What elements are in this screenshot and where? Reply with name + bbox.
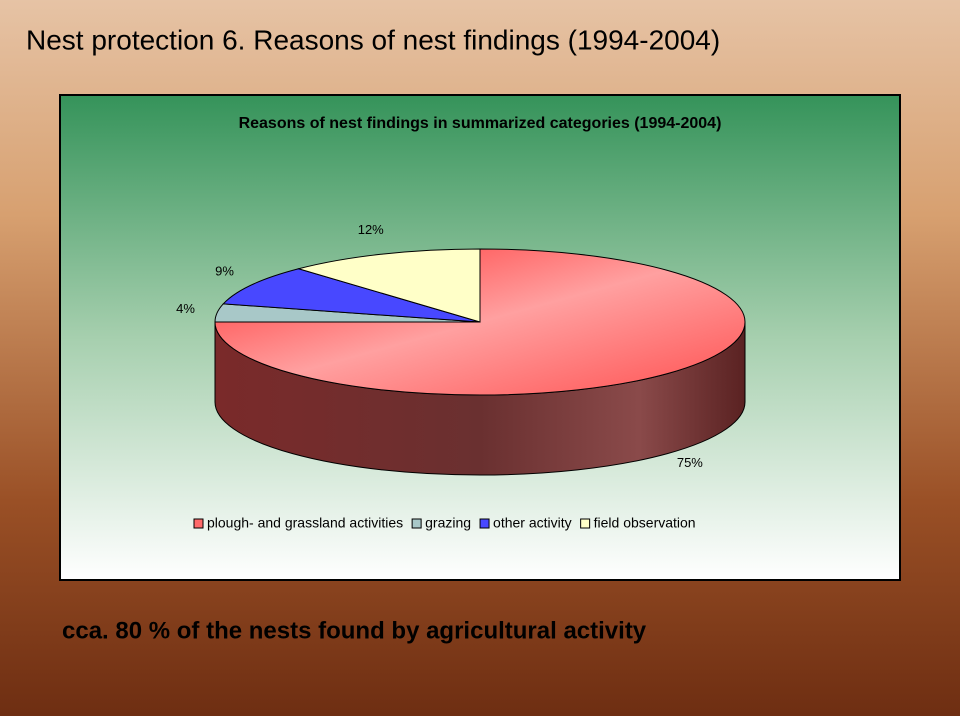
pie: 75% 4% 9% 12% [176, 222, 746, 476]
footer-text: cca. 80 % of the nests found by agricult… [62, 617, 647, 644]
legend-swatch [193, 518, 204, 529]
legend-swatch [580, 518, 591, 529]
legend-swatch [411, 518, 422, 529]
pie-slice [296, 248, 481, 323]
pie-slice [222, 268, 481, 323]
data-label: 75% [677, 455, 703, 470]
chart-title: Reasons of nest findings in summarized c… [239, 115, 722, 132]
legend-label: other activity [493, 515, 572, 531]
data-label: 12% [358, 222, 384, 237]
slide-title: Nest protection 6. Reasons of nest findi… [26, 24, 720, 55]
legend-swatch [479, 518, 490, 529]
data-label: 4% [176, 301, 195, 316]
legend-label: plough- and grassland activities [207, 515, 403, 531]
legend-label: field observation [594, 515, 696, 531]
data-label: 9% [215, 263, 234, 278]
legend-label: grazing [425, 515, 471, 531]
legend: plough- and grassland activities grazing o… [193, 515, 696, 531]
